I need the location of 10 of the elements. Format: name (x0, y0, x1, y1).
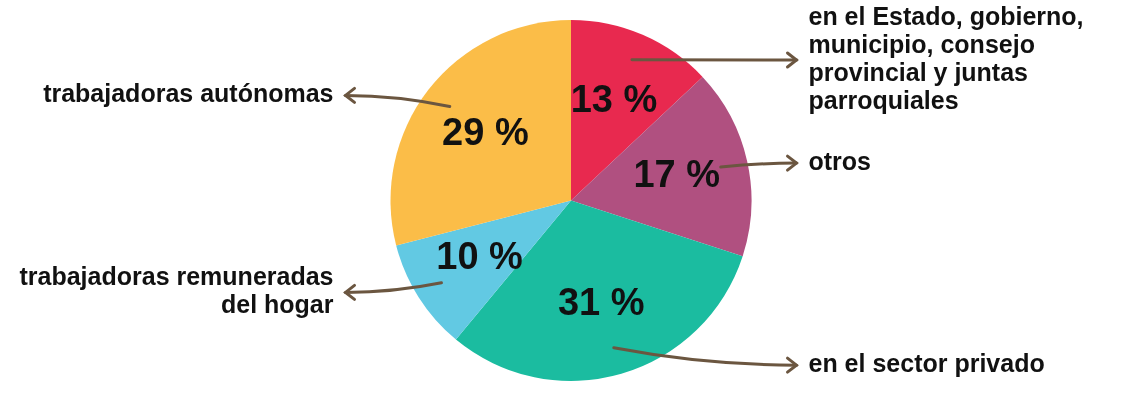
data-label: 13 % (570, 77, 658, 120)
slice-label: en el sector privado (808, 349, 1045, 378)
data-label: 10 % (436, 235, 523, 278)
data-label: 17 % (633, 153, 720, 196)
data-label: 29 % (442, 110, 529, 153)
data-label: 31 % (557, 280, 645, 323)
slice-label: otros (808, 146, 871, 175)
slice-label: trabajadoras autónomas (43, 79, 334, 108)
slice-label: en el Estado, gobierno, municipio, consejo provincial y juntas parroquiales (808, 1, 1084, 114)
slice-label: trabajadoras remuneradas del hogar (19, 262, 334, 319)
